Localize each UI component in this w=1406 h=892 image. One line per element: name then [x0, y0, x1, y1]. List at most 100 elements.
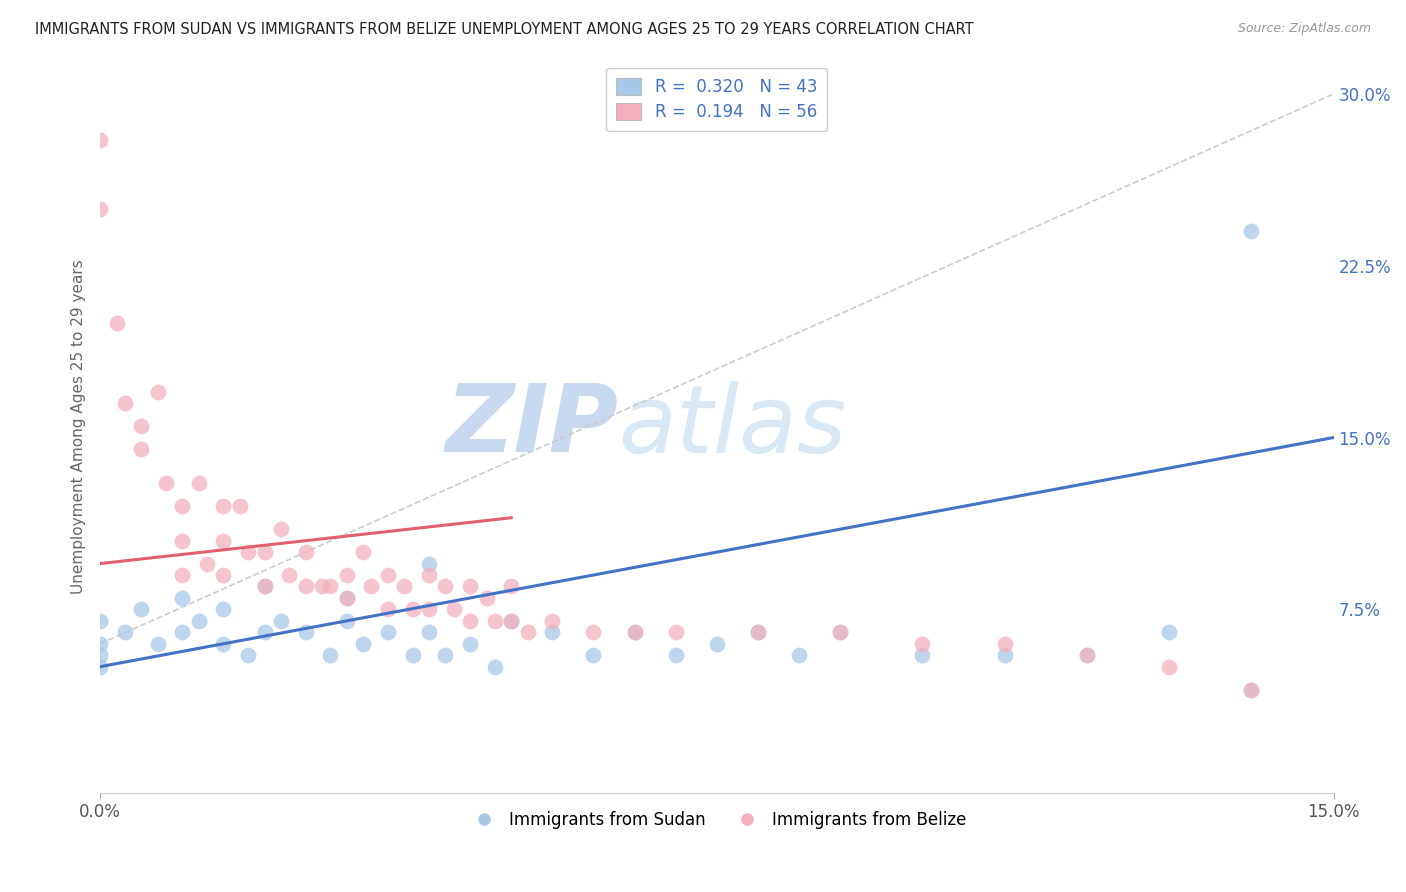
- Point: [1076, 648, 1098, 663]
- Point: [541, 614, 564, 628]
- Text: atlas: atlas: [619, 381, 846, 472]
- Point: [1240, 682, 1263, 697]
- Point: [665, 648, 688, 663]
- Y-axis label: Unemployment Among Ages 25 to 29 years: Unemployment Among Ages 25 to 29 years: [72, 259, 86, 593]
- Point: [270, 522, 292, 536]
- Point: [418, 625, 440, 640]
- Point: [1240, 224, 1263, 238]
- Point: [336, 568, 359, 582]
- Point: [747, 625, 769, 640]
- Point: [319, 579, 342, 593]
- Point: [114, 396, 136, 410]
- Text: ZIP: ZIP: [446, 380, 619, 472]
- Point: [195, 557, 218, 571]
- Point: [212, 637, 235, 651]
- Point: [458, 579, 481, 593]
- Point: [229, 500, 252, 514]
- Point: [911, 648, 934, 663]
- Point: [623, 625, 645, 640]
- Point: [89, 614, 111, 628]
- Point: [311, 579, 333, 593]
- Point: [212, 533, 235, 548]
- Point: [89, 133, 111, 147]
- Point: [665, 625, 688, 640]
- Point: [582, 648, 605, 663]
- Point: [89, 648, 111, 663]
- Point: [994, 648, 1017, 663]
- Point: [352, 637, 374, 651]
- Point: [212, 500, 235, 514]
- Point: [360, 579, 382, 593]
- Point: [129, 419, 152, 434]
- Point: [253, 579, 276, 593]
- Legend: Immigrants from Sudan, Immigrants from Belize: Immigrants from Sudan, Immigrants from B…: [461, 805, 973, 836]
- Point: [501, 614, 523, 628]
- Point: [336, 614, 359, 628]
- Point: [475, 591, 498, 605]
- Point: [89, 637, 111, 651]
- Point: [105, 316, 128, 330]
- Point: [443, 602, 465, 616]
- Point: [434, 579, 457, 593]
- Point: [114, 625, 136, 640]
- Point: [458, 614, 481, 628]
- Point: [172, 625, 194, 640]
- Point: [1157, 625, 1180, 640]
- Point: [377, 602, 399, 616]
- Point: [830, 625, 852, 640]
- Point: [294, 579, 316, 593]
- Point: [172, 591, 194, 605]
- Point: [418, 568, 440, 582]
- Point: [129, 442, 152, 456]
- Point: [994, 637, 1017, 651]
- Point: [394, 579, 416, 593]
- Point: [294, 625, 316, 640]
- Point: [747, 625, 769, 640]
- Point: [236, 648, 259, 663]
- Text: Source: ZipAtlas.com: Source: ZipAtlas.com: [1237, 22, 1371, 36]
- Point: [336, 591, 359, 605]
- Point: [146, 384, 169, 399]
- Point: [623, 625, 645, 640]
- Point: [212, 568, 235, 582]
- Point: [146, 637, 169, 651]
- Point: [253, 545, 276, 559]
- Point: [278, 568, 301, 582]
- Point: [501, 579, 523, 593]
- Point: [253, 579, 276, 593]
- Point: [270, 614, 292, 628]
- Point: [187, 476, 209, 491]
- Point: [172, 568, 194, 582]
- Point: [1157, 659, 1180, 673]
- Point: [377, 625, 399, 640]
- Point: [418, 557, 440, 571]
- Point: [187, 614, 209, 628]
- Point: [155, 476, 177, 491]
- Point: [516, 625, 538, 640]
- Point: [541, 625, 564, 640]
- Point: [830, 625, 852, 640]
- Point: [706, 637, 728, 651]
- Point: [294, 545, 316, 559]
- Point: [212, 602, 235, 616]
- Point: [401, 602, 423, 616]
- Point: [458, 637, 481, 651]
- Point: [352, 545, 374, 559]
- Point: [89, 659, 111, 673]
- Point: [172, 533, 194, 548]
- Point: [1240, 682, 1263, 697]
- Point: [172, 500, 194, 514]
- Point: [911, 637, 934, 651]
- Point: [401, 648, 423, 663]
- Point: [253, 625, 276, 640]
- Point: [434, 648, 457, 663]
- Point: [484, 614, 506, 628]
- Point: [501, 614, 523, 628]
- Point: [236, 545, 259, 559]
- Point: [129, 602, 152, 616]
- Point: [582, 625, 605, 640]
- Point: [484, 659, 506, 673]
- Point: [418, 602, 440, 616]
- Point: [319, 648, 342, 663]
- Point: [1076, 648, 1098, 663]
